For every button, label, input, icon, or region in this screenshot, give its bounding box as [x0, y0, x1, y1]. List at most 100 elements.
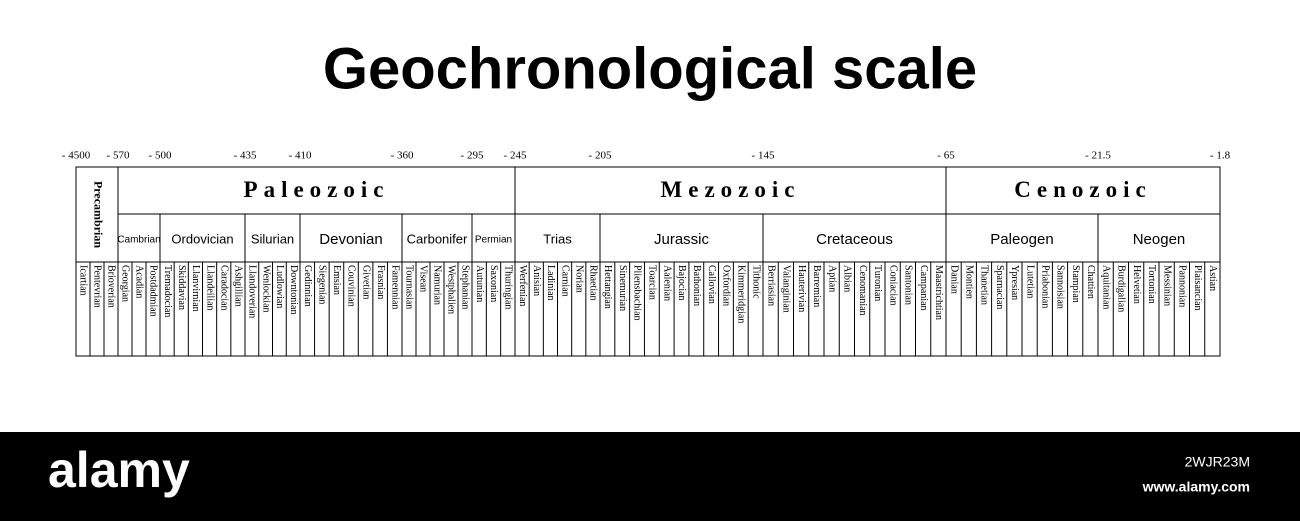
stage-name: Chattien — [1085, 265, 1096, 299]
stage-name: Famennian — [389, 265, 400, 309]
stage-name: Pliensbachian — [632, 265, 643, 321]
stage-name: Georgian — [120, 265, 131, 302]
stage-name: Maastrichtian — [933, 265, 944, 320]
stage-name: Callovian — [706, 265, 717, 304]
stage-name: Cenomanian — [857, 265, 868, 316]
stage-name: Ashgillian — [233, 265, 244, 307]
time-marker: - 245 — [504, 150, 527, 162]
time-marker: - 205 — [589, 150, 612, 162]
stage-name: Pentevrian — [92, 265, 103, 308]
stage-name: Westphalien — [446, 265, 457, 314]
time-marker: - 65 — [937, 150, 955, 162]
era-name: Precambrian — [91, 181, 105, 248]
stage-name: Albian — [842, 265, 853, 292]
stage-name: Coniacian — [887, 265, 898, 306]
stage-name: Oxfordian — [721, 265, 732, 306]
watermark-band — [0, 432, 1300, 521]
stage-name: Llanvirnian — [190, 265, 201, 312]
stage-name: Llandeilian — [204, 265, 215, 311]
stage-name: Icartian — [78, 265, 89, 296]
stage-name: Bajocian — [676, 265, 687, 301]
stage-name: Stampian — [1070, 265, 1081, 303]
stage-name: Campanian — [918, 265, 929, 311]
stage-name: Autunian — [474, 265, 485, 302]
stage-name: Sannoisian — [1055, 265, 1066, 309]
time-marker: - 4500 — [62, 150, 91, 162]
stage-name: Burdigalian — [1116, 265, 1127, 312]
stage-name: Anisian — [531, 265, 542, 296]
period-name: Permian — [475, 235, 512, 246]
watermark-url: www.alamy.com — [1142, 479, 1250, 495]
time-marker: - 570 — [107, 150, 130, 162]
stage-name: Ladinian — [545, 265, 556, 301]
stage-name: Lutetian — [1024, 265, 1035, 298]
stage-name: Namurian — [432, 265, 443, 305]
stage-name: Givetian — [360, 265, 371, 299]
period-name: Paleogen — [990, 231, 1053, 248]
stage-name: Priabonian — [1040, 265, 1051, 308]
stage-name: Toarcian — [647, 265, 658, 300]
stage-name: Skiddavian — [176, 265, 187, 310]
stage-name: Aquitanian — [1100, 265, 1111, 309]
stage-name: Berriasian — [765, 265, 776, 306]
stage-name: Helvetian — [1131, 265, 1142, 304]
period-name: Neogen — [1133, 231, 1186, 248]
stage-name: Messinian — [1161, 265, 1172, 306]
stage-name: Gedinnian — [302, 265, 313, 307]
watermark-logo: alamy — [48, 442, 190, 498]
stage-name: Valanginian — [781, 265, 792, 313]
stage-name: Downtonian — [288, 265, 299, 314]
stage-name: Saxonian — [488, 265, 499, 302]
stage-name: Astian — [1207, 265, 1218, 291]
stage-name: Montien — [964, 265, 975, 299]
stage-name: Kimmeridgian — [735, 265, 746, 323]
stage-name: Frasnian — [375, 265, 386, 299]
stage-name: Visean — [418, 265, 429, 292]
stage-name: Postdadmian — [148, 265, 159, 317]
stage-name: Couvinian — [346, 265, 357, 307]
stage-name: Tortonian — [1146, 265, 1157, 304]
era-name: Cenozoic — [1014, 177, 1151, 202]
stage-name: Norian — [573, 265, 584, 293]
time-marker: - 360 — [391, 150, 414, 162]
stage-name: Ypresian — [1009, 265, 1020, 300]
time-marker: - 500 — [149, 150, 172, 162]
stage-name: Brioverian — [106, 265, 117, 308]
stage-name: Bathonian — [691, 265, 702, 306]
period-name: Silurian — [251, 231, 294, 246]
stage-name: Thuringian — [503, 265, 514, 309]
stage-name: Barremian — [811, 265, 822, 307]
stage-name: Aptian — [826, 265, 837, 292]
period-name: Jurassic — [654, 231, 710, 248]
stage-name: Ludlowian — [274, 265, 285, 308]
period-name: Devonian — [319, 231, 382, 248]
stage-name: Acadian — [134, 265, 145, 298]
era-name: Paleozoic — [244, 177, 390, 202]
stage-name: Plaisancian — [1192, 265, 1203, 311]
watermark-id: 2WJR23M — [1185, 454, 1250, 470]
stage-name: Llandoverian — [247, 265, 258, 318]
stage-name: Stephanian — [460, 265, 471, 309]
period-name: Cretaceous — [816, 231, 893, 248]
stage-name: Hettangian — [602, 265, 613, 309]
time-marker: - 435 — [234, 150, 257, 162]
era-name: Mezozoic — [661, 177, 801, 202]
period-name: Trias — [543, 231, 572, 246]
time-marker: - 21.5 — [1085, 150, 1111, 162]
stage-name: Tremadocian — [162, 265, 173, 317]
stage-name: Sinemurian — [617, 265, 628, 311]
time-marker: - 295 — [461, 150, 484, 162]
period-name: Ordovician — [171, 231, 233, 246]
stage-name: Danian — [948, 265, 959, 294]
stage-name: Turonian — [872, 265, 883, 301]
period-name: Carbonifer — [407, 231, 468, 246]
title: Geochronological scale — [323, 36, 977, 101]
time-marker: - 410 — [289, 150, 312, 162]
stage-name: Aalenian — [661, 265, 672, 301]
period-name: Cambrian — [117, 235, 160, 246]
stage-name: Santonian — [903, 265, 914, 305]
stage-name: Tithonic — [750, 265, 761, 299]
time-marker: - 1.8 — [1210, 150, 1231, 162]
